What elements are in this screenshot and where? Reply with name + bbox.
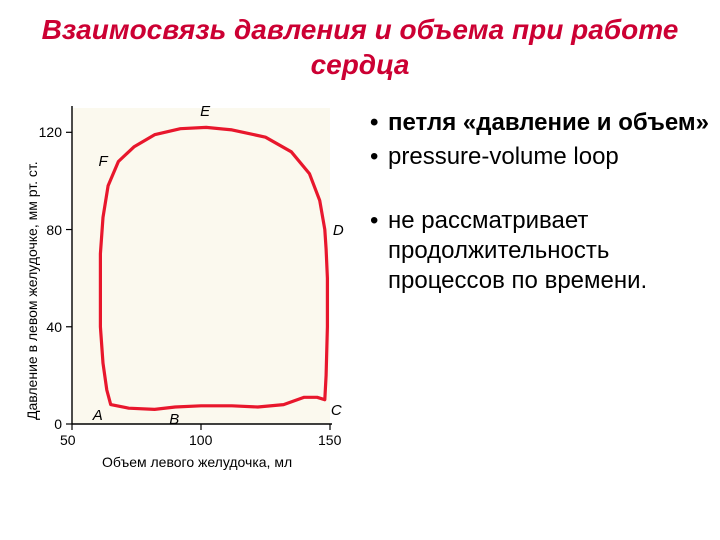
y-tick-label: 0 (54, 416, 62, 432)
x-tick-label: 100 (189, 432, 212, 448)
bullet-item: pressure-volume loop (366, 142, 710, 172)
point-label-F: F (98, 153, 107, 170)
point-label-A: A (93, 407, 103, 424)
y-tick-label: 120 (39, 124, 62, 140)
point-label-B: B (169, 411, 179, 428)
y-tick-label: 40 (46, 319, 62, 335)
x-tick-label: 150 (318, 432, 341, 448)
y-tick-label: 80 (46, 222, 62, 238)
content-row: Давление в левом желудочке, мм рт. ст. О… (0, 82, 720, 475)
bullet-list: петля «давление и объем» pressure-volume … (358, 90, 710, 475)
bullet-item: петля «давление и объем» (366, 108, 710, 138)
bullet-spacer (366, 176, 710, 206)
point-label-E: E (200, 103, 210, 120)
bullet-group-1: петля «давление и объем» pressure-volume … (366, 108, 710, 172)
point-label-C: C (331, 402, 342, 419)
point-label-D: D (333, 222, 344, 239)
pv-loop-chart: Давление в левом желудочке, мм рт. ст. О… (10, 90, 350, 475)
y-axis-label: Давление в левом желудочке, мм рт. ст. (24, 161, 40, 420)
slide-title: Взаимосвязь давления и объема при работе… (0, 0, 720, 82)
x-axis-label: Объем левого желудочка, мл (102, 454, 292, 470)
x-tick-label: 50 (60, 432, 76, 448)
bullet-item: не рассматривает продолжительность проце… (366, 206, 710, 296)
bullet-group-2: не рассматривает продолжительность проце… (366, 206, 710, 296)
chart-svg (10, 90, 350, 470)
